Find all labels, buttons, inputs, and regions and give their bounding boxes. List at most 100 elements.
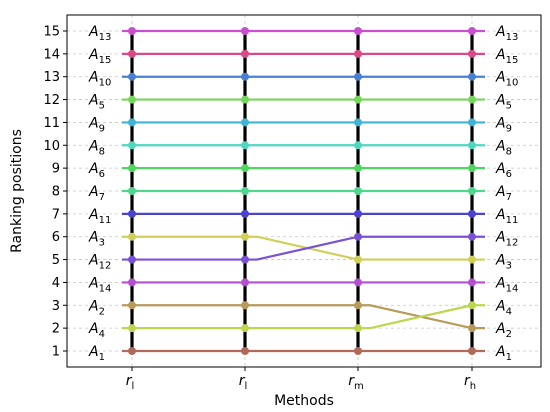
series-point [468,95,476,104]
series-point [128,27,136,35]
series-point [468,347,476,355]
y-tick-label: 4 [52,276,60,291]
series-point [241,301,249,310]
series-point [241,27,249,35]
series-point [241,232,249,241]
left-label-A5: A5 [88,93,105,112]
right-label-A2: A2 [495,321,512,340]
series-point [468,187,476,195]
series-point [354,324,362,333]
series-point [354,301,362,310]
series-A7 [122,187,485,195]
right-label-A12: A12 [495,230,518,249]
series-point [241,324,249,333]
y-axis-label: Ranking positions [9,129,25,253]
left-label-A3: A3 [88,230,105,249]
series-point [128,187,136,195]
series-point [468,209,476,218]
series-point [241,118,249,127]
series-point [468,324,476,333]
left-label-A7: A7 [88,184,105,203]
y-tick-label: 2 [52,322,60,337]
series-A12 [122,232,485,264]
right-label-A11: A11 [495,207,518,226]
series-point [241,278,249,287]
left-rank-labels: A13 A15 A10 A5 A9 A8 A6 A7 A11 A3 A12 A14 A2 A4 A1 [88,24,111,363]
series-point [128,301,136,310]
series-point [468,232,476,241]
right-label-A8: A8 [495,138,512,157]
series-A11 [122,209,485,218]
series-point [468,301,476,310]
series-point [241,255,249,264]
series-point [354,27,362,35]
series-A8 [122,141,485,150]
left-label-A6: A6 [88,161,105,180]
series-point [354,95,362,104]
series-A3 [122,232,485,264]
x-tick-label: rh [464,373,476,392]
series-point [468,164,476,173]
series-A1 [122,347,485,355]
series-A9 [122,118,485,127]
series-point [128,347,136,355]
series-A10 [122,72,485,81]
series-point [241,95,249,104]
series-point [241,164,249,173]
right-label-A5: A5 [495,93,512,112]
right-label-A9: A9 [495,115,512,134]
series-point [128,95,136,104]
series-point [468,49,476,58]
series-point [468,118,476,127]
series-point [354,164,362,173]
right-label-A6: A6 [495,161,512,180]
x-axis-label: Methods [274,393,334,409]
left-label-A8: A8 [88,138,105,157]
y-tick-label: 3 [52,299,60,314]
y-tick-label: 8 [52,185,60,200]
right-label-A15: A15 [495,47,518,66]
left-label-A2: A2 [88,298,105,317]
series-line [122,235,485,261]
y-tick-label: 12 [43,93,60,108]
y-tick-label: 15 [43,25,60,40]
series-point [468,255,476,264]
left-label-A1: A1 [88,344,105,363]
series-point [241,347,249,355]
series-point [354,347,362,355]
left-label-A14: A14 [88,275,111,294]
series-point [468,141,476,150]
series-point [128,49,136,58]
left-label-A13: A13 [88,24,111,43]
series-point [128,72,136,81]
series-point [354,187,362,195]
series-point [354,278,362,287]
left-label-A4: A4 [88,321,105,340]
y-tick-label: 5 [52,253,60,268]
series-point [354,72,362,81]
x-tick-label: rl [239,373,248,392]
y-tick-label: 1 [52,345,60,360]
series-lines [122,27,485,355]
y-tick-label: 7 [52,207,60,222]
series-point [241,187,249,195]
y-tick-label: 11 [43,116,60,131]
series-point [468,27,476,35]
series-point [128,278,136,287]
right-label-A4: A4 [495,298,512,317]
left-label-A11: A11 [88,207,111,226]
x-axis-ticks: rl rl rm rh [126,367,476,392]
right-label-A10: A10 [495,70,518,89]
series-point [354,118,362,127]
series-A4 [122,301,485,333]
y-tick-label: 10 [43,139,60,154]
series-A5 [122,95,485,104]
right-label-A7: A7 [495,184,512,203]
series-point [241,72,249,81]
x-tick-label: rm [348,373,364,392]
y-tick-label: 13 [43,70,60,85]
series-A13 [122,27,485,35]
left-label-A10: A10 [88,70,111,89]
